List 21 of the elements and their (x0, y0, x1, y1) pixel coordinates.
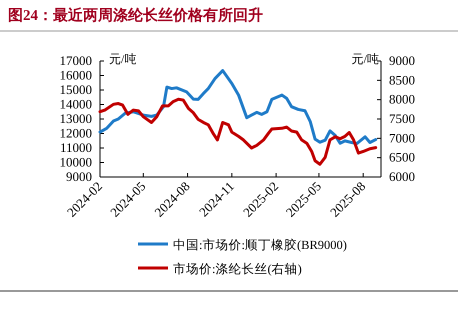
y-tick-label: 9000 (66, 169, 92, 184)
y2-tick-label: 9000 (389, 53, 415, 68)
y2-tick-label: 7500 (389, 111, 415, 126)
legend-label: 市场价:涤纶长丝(右轴) (173, 262, 302, 276)
y2-axis-title: 元/吨 (352, 52, 379, 66)
y2-tick-label: 8500 (389, 72, 415, 88)
chart-title: 图24：最近两周涤纶长丝价格有所回升 (8, 7, 263, 24)
legend-label: 中国:市场价:顺丁橡胶(BR9000) (173, 238, 347, 252)
y-tick-label: 12000 (60, 126, 92, 140)
y2-tick-label: 6000 (389, 169, 415, 184)
y-tick-label: 17000 (60, 53, 92, 68)
y2-tick-label: 7000 (389, 130, 415, 146)
y-tick-label: 16000 (60, 68, 92, 82)
y-axis-title: 元/吨 (109, 52, 136, 66)
y2-tick-label: 6500 (389, 150, 415, 165)
y-tick-label: 15000 (60, 82, 92, 97)
y-tick-label: 11000 (60, 140, 92, 155)
y2-tick-label: 8000 (389, 92, 415, 107)
y-tick-label: 14000 (60, 96, 92, 112)
y-tick-label: 13000 (60, 111, 92, 126)
y-tick-label: 10000 (60, 154, 92, 170)
